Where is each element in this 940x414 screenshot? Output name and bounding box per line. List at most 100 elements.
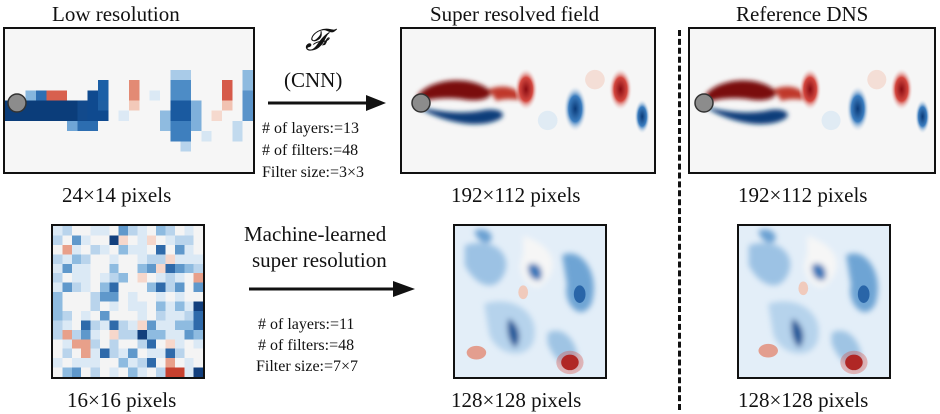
top-super-caption: 192×112 pixels [451, 183, 581, 207]
low-res-pixel [90, 329, 100, 340]
low-res-pixel [137, 292, 147, 302]
column-divider [678, 30, 681, 410]
low-res-pixel [62, 310, 72, 321]
low-res-pixel [193, 226, 203, 236]
low-res-pixel [137, 301, 147, 311]
low-res-pixel [146, 320, 157, 330]
low-res-pixel [109, 273, 119, 283]
low-res-pixel [184, 263, 194, 274]
low-res-pixel [137, 320, 147, 330]
low-res-pixel [99, 329, 110, 340]
header-low-resolution: Low resolution [52, 2, 180, 26]
low-res-pixel [62, 339, 72, 349]
low-res-pixel [184, 358, 194, 368]
low-res-pixel [184, 329, 194, 340]
low-res-pixel [165, 282, 175, 293]
low-res-pixel [118, 358, 128, 368]
low-res-pixel [174, 235, 185, 245]
low-res-pixel [128, 254, 138, 264]
low-res-pixel [184, 301, 194, 311]
low-res-pixel [90, 235, 100, 245]
low-res-pixel [109, 244, 119, 255]
low-res-pixel [193, 292, 203, 302]
low-res-pixel [174, 329, 185, 340]
low-res-pixel [165, 292, 175, 302]
low-res-pixel [165, 320, 175, 330]
method-line2: super resolution [252, 248, 387, 272]
low-res-pixel [53, 367, 63, 377]
low-res-pixel [62, 348, 72, 359]
low-res-pixel [53, 235, 63, 245]
low-res-pixel [156, 254, 166, 264]
low-res-pixel [99, 310, 110, 321]
low-res-pixel [146, 273, 157, 283]
low-res-pixel [184, 310, 194, 321]
low-res-pixel [165, 339, 175, 349]
low-res-pixel [81, 254, 91, 264]
low-res-pixel [174, 358, 185, 368]
low-res-pixel [118, 263, 128, 274]
low-res-pixel [193, 244, 203, 255]
low-res-pixel [193, 301, 203, 311]
low-res-pixel [174, 282, 185, 293]
header-reference-dns: Reference DNS [736, 2, 869, 26]
low-res-pixel [137, 244, 147, 255]
reference-turbulence-panel [737, 224, 891, 379]
low-res-wake-panel [3, 27, 255, 174]
low-res-pixel [62, 301, 72, 311]
low-res-pixel [109, 263, 119, 274]
low-res-pixel [81, 329, 91, 340]
low-res-pixel [81, 358, 91, 368]
low-res-pixel [109, 310, 119, 321]
low-res-pixel [99, 320, 110, 330]
low-res-pixel [118, 320, 128, 330]
low-res-pixel [174, 254, 185, 264]
low-res-pixel [184, 254, 194, 264]
low-res-pixel [62, 273, 72, 283]
low-res-pixel [193, 254, 203, 264]
low-res-pixel [90, 292, 100, 302]
low-res-pixel [156, 301, 166, 311]
low-res-pixel [71, 226, 82, 236]
low-res-pixel [62, 320, 72, 330]
low-res-pixel [71, 235, 82, 245]
low-res-pixel [156, 339, 166, 349]
low-res-pixel [71, 282, 82, 293]
low-res-pixel [156, 282, 166, 293]
low-res-pixel [174, 301, 185, 311]
low-res-pixel [193, 273, 203, 283]
bottom-low-caption: 16×16 pixels [67, 388, 177, 412]
low-res-pixel [174, 320, 185, 330]
top-low-caption: 24×14 pixels [62, 183, 172, 207]
low-res-pixel [165, 263, 175, 274]
low-res-pixel [71, 310, 82, 321]
low-res-pixel [165, 358, 175, 368]
low-res-pixel [109, 339, 119, 349]
low-res-pixel [193, 320, 203, 330]
low-res-pixel [62, 367, 72, 377]
low-res-pixel [174, 292, 185, 302]
low-res-pixel [128, 301, 138, 311]
low-res-pixel [184, 348, 194, 359]
low-res-pixel [90, 244, 100, 255]
low-res-pixel [118, 339, 128, 349]
low-res-pixel [146, 254, 157, 264]
low-res-pixel [109, 320, 119, 330]
bottom-arrow [249, 281, 415, 297]
low-res-pixel [90, 310, 100, 321]
low-res-pixel [71, 348, 82, 359]
low-res-pixel [53, 226, 63, 236]
low-res-pixel [128, 273, 138, 283]
super-resolved-wake-panel [400, 27, 656, 174]
low-res-pixel [53, 329, 63, 340]
low-res-pixel [81, 235, 91, 245]
low-res-pixel [71, 263, 82, 274]
low-res-pixel [81, 348, 91, 359]
low-res-pixel [184, 273, 194, 283]
low-res-pixel [146, 358, 157, 368]
low-res-pixel [165, 301, 175, 311]
low-res-pixel [62, 282, 72, 293]
low-res-pixel [81, 292, 91, 302]
low-res-pixel [99, 348, 110, 359]
low-res-pixel [184, 282, 194, 293]
